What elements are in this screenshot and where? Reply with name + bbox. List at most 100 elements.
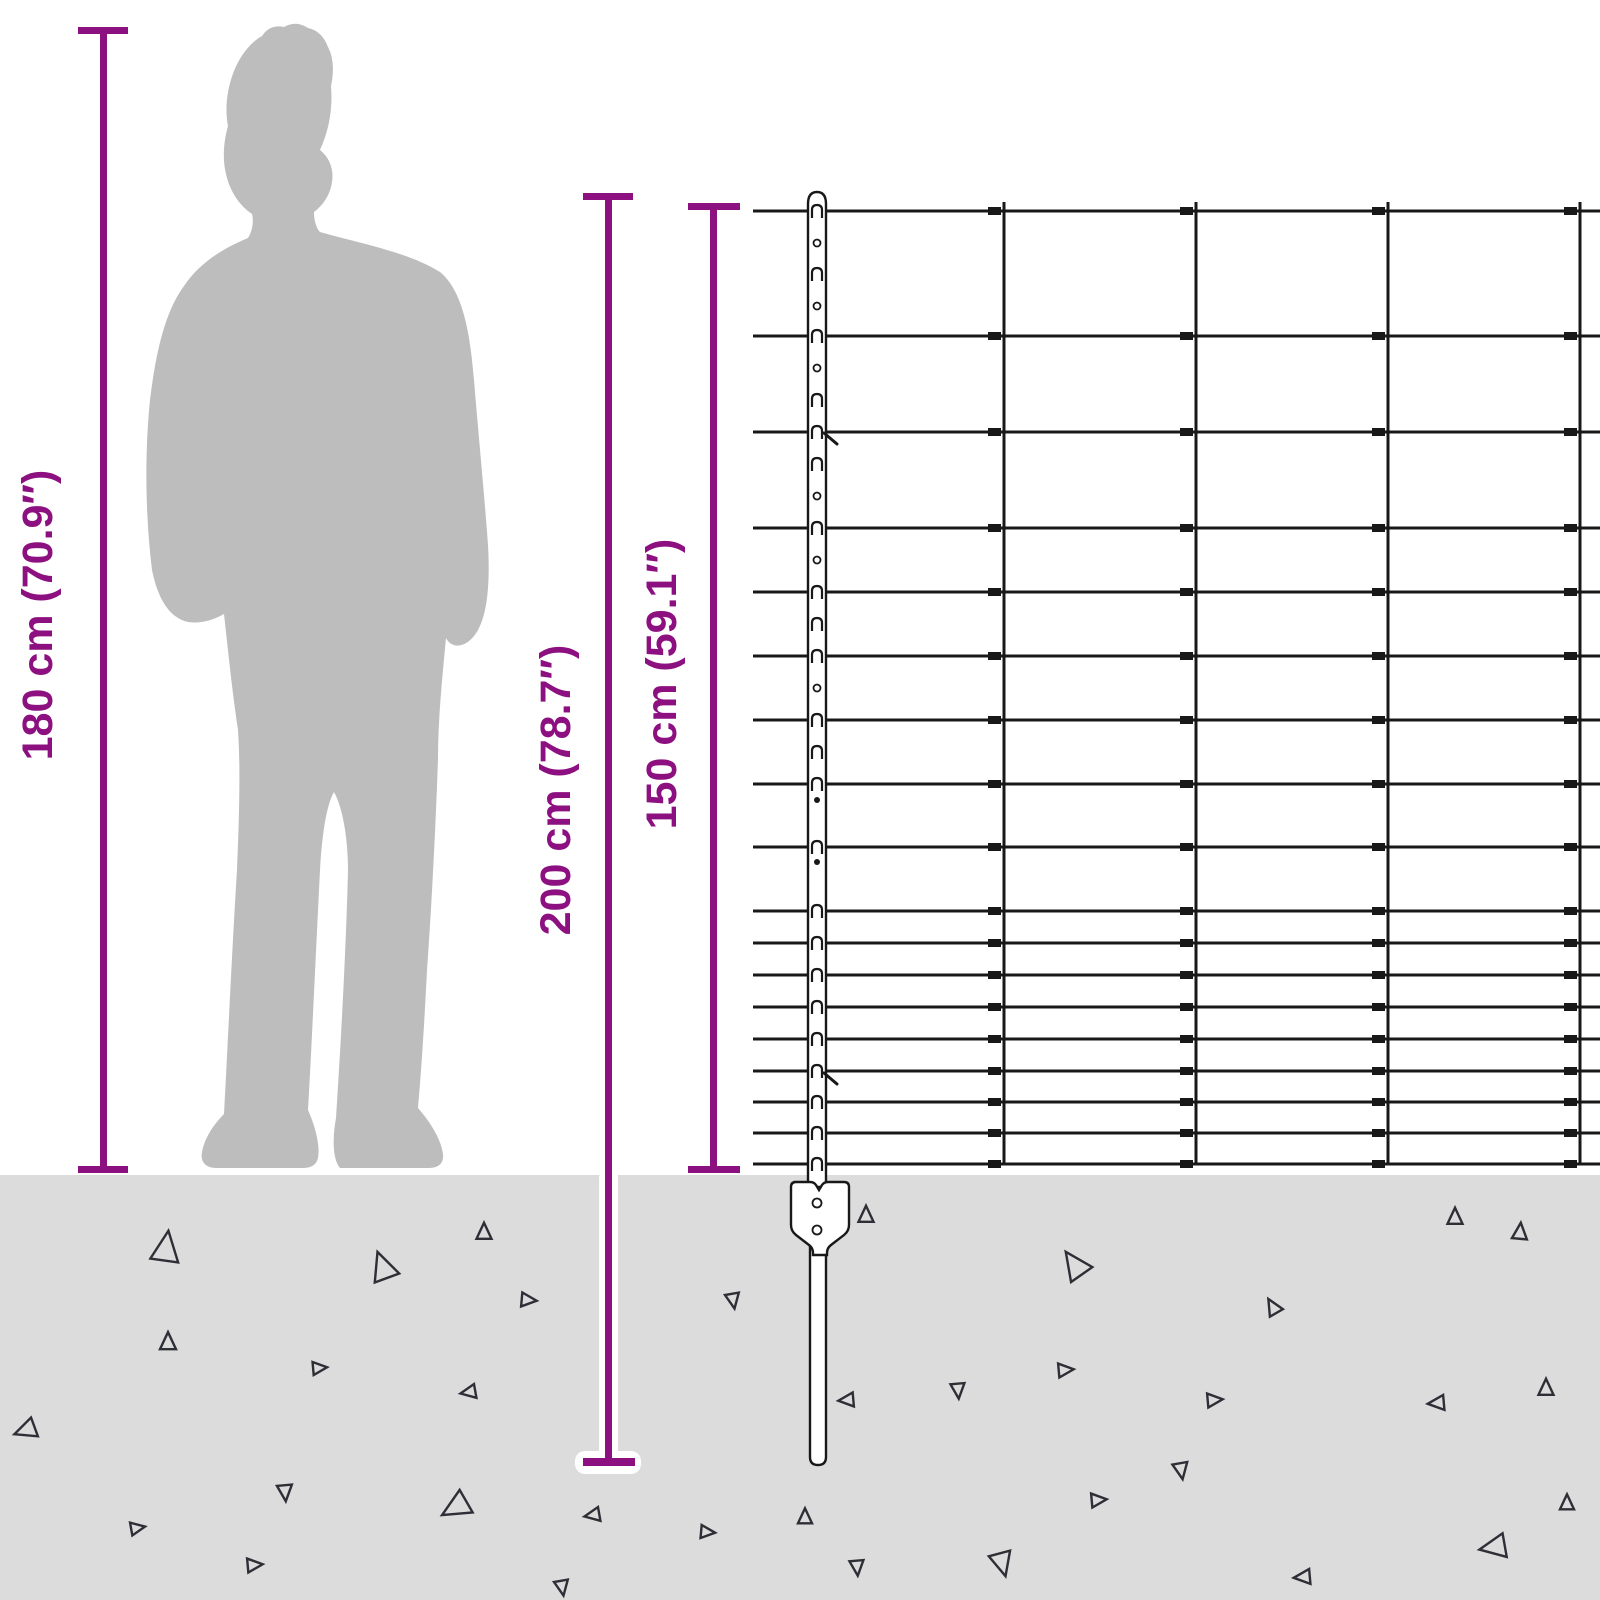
fence-vertical-wires bbox=[1002, 202, 1582, 1164]
post-staple-icon bbox=[810, 1031, 824, 1046]
wire-clip bbox=[988, 428, 1001, 436]
gravel-triangle bbox=[148, 1227, 180, 1264]
wire-clip bbox=[1564, 1129, 1577, 1137]
gravel-triangle bbox=[274, 1483, 294, 1505]
gravel-triangle bbox=[1509, 1219, 1529, 1241]
wire-clip bbox=[1564, 907, 1577, 915]
gravel-triangle bbox=[474, 1219, 494, 1241]
wire-clip bbox=[1564, 524, 1577, 532]
wire-clip bbox=[1372, 1003, 1385, 1011]
wire-clip bbox=[988, 652, 1001, 660]
wire-clip bbox=[1180, 332, 1193, 340]
wire-clip bbox=[1372, 428, 1385, 436]
wire-clip bbox=[988, 907, 1001, 915]
wire-clip bbox=[1180, 1035, 1193, 1043]
wire-clip bbox=[1372, 1035, 1385, 1043]
wire-clip bbox=[1564, 1160, 1577, 1168]
wire-clip bbox=[988, 332, 1001, 340]
wire-clip bbox=[1564, 1098, 1577, 1106]
gravel-triangle bbox=[1290, 1566, 1312, 1586]
gravel-triangle bbox=[847, 1558, 866, 1579]
wire-clip bbox=[1180, 1067, 1193, 1075]
wire-clip bbox=[988, 1129, 1001, 1137]
post-staple-icon bbox=[810, 266, 824, 281]
gravel-triangle bbox=[796, 1505, 814, 1525]
gravel-triangle bbox=[1558, 1491, 1576, 1511]
wire-clip bbox=[988, 971, 1001, 979]
gravel-triangle bbox=[158, 1329, 178, 1351]
wire-clip bbox=[1180, 843, 1193, 851]
wire-clip bbox=[1372, 780, 1385, 788]
wire-clip bbox=[1180, 971, 1193, 979]
post-staple-icon bbox=[810, 648, 824, 663]
wire-clip bbox=[1180, 207, 1193, 215]
post-hole-icon bbox=[812, 683, 822, 693]
gravel-triangle bbox=[856, 1202, 876, 1224]
measure-line-180 bbox=[100, 30, 107, 1171]
gravel-triangle bbox=[1170, 1460, 1189, 1482]
measurement-fence-net-height: 150 cm (59.1″) bbox=[638, 203, 740, 1173]
measure-cap-200-bottom bbox=[583, 1458, 635, 1466]
gravel-triangle bbox=[986, 1548, 1012, 1579]
gravel-triangle bbox=[699, 1523, 718, 1540]
post-staple-icon bbox=[810, 392, 824, 407]
fence-post-group bbox=[789, 190, 851, 1467]
gravel-triangle bbox=[1266, 1296, 1286, 1319]
post-staple-icon bbox=[810, 424, 824, 439]
wire-twist-icon bbox=[822, 431, 839, 446]
gravel-triangle bbox=[128, 1520, 148, 1538]
wire-clip bbox=[988, 1035, 1001, 1043]
gravel-triangles bbox=[11, 1202, 1576, 1599]
post-staple-icon bbox=[810, 776, 824, 791]
wire-clip bbox=[988, 780, 1001, 788]
post-staple-icon bbox=[810, 203, 824, 218]
gravel-triangle bbox=[835, 1390, 856, 1409]
gravel-triangle bbox=[1445, 1204, 1465, 1226]
wire-clip bbox=[1564, 971, 1577, 979]
post-hole-icon bbox=[812, 555, 822, 565]
post-rivet-icon bbox=[814, 859, 820, 865]
wire-twist-icon bbox=[822, 1071, 839, 1086]
gravel-triangle bbox=[11, 1415, 40, 1438]
measure-cap-200-top bbox=[583, 193, 633, 200]
wire-clip bbox=[1180, 907, 1193, 915]
wire-clip bbox=[1180, 1098, 1193, 1106]
post-staple-icon bbox=[810, 935, 824, 950]
person-silhouette bbox=[146, 23, 489, 1169]
wire-clip bbox=[1180, 1003, 1193, 1011]
fence-horizontal-wires bbox=[753, 209, 1600, 1166]
plate-hole bbox=[811, 1197, 823, 1209]
plate-hole bbox=[811, 1224, 823, 1236]
wire-clips bbox=[988, 207, 1577, 1168]
measurement-person-height: 180 cm (70.9″) bbox=[14, 27, 128, 1173]
wire-clip bbox=[1372, 588, 1385, 596]
wire-clip bbox=[1564, 1067, 1577, 1075]
wire-clip bbox=[1564, 428, 1577, 436]
wire-clip bbox=[1564, 207, 1577, 215]
post-staple-icon bbox=[810, 584, 824, 599]
wire-clip bbox=[1180, 428, 1193, 436]
wire-clip bbox=[1372, 652, 1385, 660]
wire-clip bbox=[988, 843, 1001, 851]
measure-cap-150-bottom bbox=[688, 1166, 740, 1173]
wire-clip bbox=[1564, 939, 1577, 947]
wire-clip bbox=[988, 207, 1001, 215]
wire-clip bbox=[1372, 1067, 1385, 1075]
gravel-triangle bbox=[1476, 1531, 1509, 1559]
gravel-triangle bbox=[551, 1578, 570, 1599]
gravel-triangle bbox=[1064, 1249, 1095, 1285]
wire-clip bbox=[1372, 843, 1385, 851]
post-staple-icon bbox=[810, 967, 824, 982]
wire-clip bbox=[1564, 716, 1577, 724]
gravel-triangle bbox=[519, 1290, 540, 1309]
wire-clip bbox=[1564, 588, 1577, 596]
wire-clip bbox=[1372, 207, 1385, 215]
wire-clip bbox=[1564, 1003, 1577, 1011]
post-staple-icon bbox=[810, 1063, 824, 1078]
wire-clip bbox=[988, 524, 1001, 532]
label-post-total-height: 200 cm (78.7″) bbox=[532, 645, 580, 936]
wire-clip bbox=[1372, 1129, 1385, 1137]
wire-clip bbox=[1372, 716, 1385, 724]
